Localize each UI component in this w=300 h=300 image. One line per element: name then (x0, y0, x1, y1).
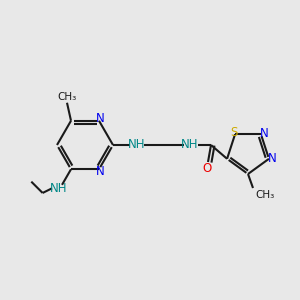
Text: N: N (268, 152, 276, 165)
Text: NH: NH (128, 138, 146, 151)
Text: CH₃: CH₃ (255, 190, 274, 200)
Text: O: O (202, 161, 211, 175)
Text: NH: NH (181, 138, 199, 151)
Text: N: N (96, 165, 104, 178)
Text: N: N (96, 112, 104, 125)
Text: N: N (260, 127, 268, 140)
Text: NH: NH (50, 182, 68, 195)
Text: S: S (230, 126, 238, 139)
Text: CH₃: CH₃ (57, 92, 76, 102)
